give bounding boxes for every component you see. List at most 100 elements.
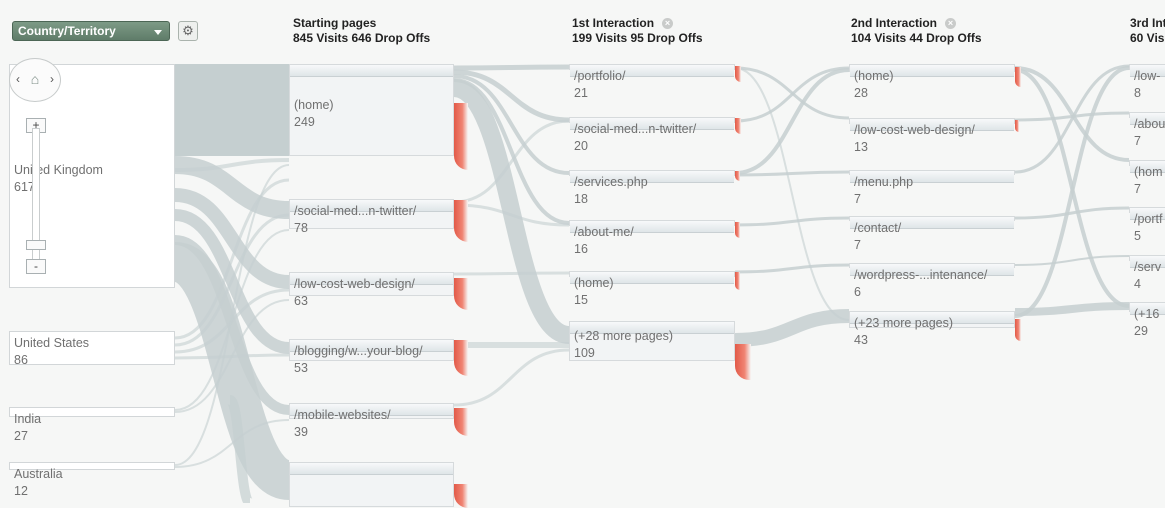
flow-ribbon	[734, 66, 850, 123]
node-starting-more-pages[interactable]	[289, 462, 454, 507]
node-label: /abou	[1134, 117, 1165, 131]
node-i3-about[interactable]: /abou 7	[1129, 112, 1165, 148]
node-count: 7	[854, 238, 861, 252]
flow-ribbon	[453, 348, 570, 407]
column-subtitle: 104 Visits 44 Drop Offs	[851, 31, 982, 45]
node-starting-social-media[interactable]: /social-med...n-twitter/78	[289, 199, 454, 235]
column-header-1st-interaction: 1st Interaction × 199 Visits 95 Drop Offs	[572, 16, 703, 46]
gear-icon[interactable]: ⚙	[178, 21, 198, 41]
node-i2-wordpress[interactable]: /wordpress-...intenance/6	[849, 263, 1015, 299]
node-count: 21	[574, 86, 588, 100]
flow-ribbon	[171, 242, 293, 500]
flow-ribbon	[453, 271, 570, 276]
node-i1-services[interactable]: /services.php 18	[569, 170, 735, 206]
pan-left-icon[interactable]: ‹	[16, 72, 20, 86]
flow-ribbon	[174, 213, 290, 347]
flow-ribbon	[1014, 66, 1130, 318]
node-i2-home[interactable]: (home) 28	[849, 64, 1015, 100]
dimension-node-united-states[interactable]: United States 86	[9, 331, 175, 367]
flow-ribbon	[1014, 255, 1130, 266]
flow-ribbon	[225, 395, 255, 503]
node-count: 8	[1134, 86, 1141, 100]
flow-ribbon	[174, 419, 290, 468]
pan-control: ‹ ⌂ ›	[9, 58, 61, 102]
node-count: 7	[1134, 182, 1141, 196]
node-i2-contact[interactable]: /contact/7	[849, 216, 1015, 252]
node-label: /mobile-websites/	[294, 408, 391, 422]
node-count: 16	[574, 242, 588, 256]
node-i1-about-me[interactable]: /about-me/16	[569, 220, 735, 256]
node-i3-home[interactable]: (hom 7	[1129, 160, 1165, 196]
dropoff-indicator[interactable]	[735, 171, 740, 181]
flow-ribbon	[174, 178, 290, 340]
node-i2-more-pages[interactable]: (+23 more pages) 43	[849, 311, 1015, 347]
dropoff-indicator[interactable]	[735, 118, 741, 134]
flow-ribbon	[174, 299, 290, 413]
node-label: /services.php	[574, 175, 648, 189]
flow-ribbon	[453, 119, 570, 204]
node-label: /blogging/w...your-blog/	[294, 344, 423, 358]
dropoff-indicator[interactable]	[454, 484, 468, 508]
flow-ribbon	[1014, 66, 1130, 162]
close-icon[interactable]: ×	[945, 18, 957, 29]
dropoff-indicator[interactable]	[454, 200, 468, 242]
dropoff-indicator[interactable]	[454, 340, 468, 376]
column-subtitle: 60 Visits	[1130, 31, 1165, 45]
dropoff-indicator[interactable]	[1015, 67, 1021, 87]
node-label: /low-cost-web-design/	[854, 123, 975, 137]
node-i1-home[interactable]: (home) 15	[569, 271, 735, 307]
dropoff-indicator[interactable]	[454, 103, 468, 170]
node-i3-portfolio[interactable]: /portf 5	[1129, 207, 1165, 243]
dimension-select[interactable]: Country/Territory	[12, 21, 170, 41]
node-starting-low-cost-web-design[interactable]: /low-cost-web-design/63	[289, 272, 454, 308]
column-header-starting-pages: Starting pages 845 Visits 646 Drop Offs	[293, 16, 430, 46]
node-count: 12	[14, 484, 28, 498]
dimension-select-label: Country/Territory	[18, 24, 116, 38]
node-i1-portfolio[interactable]: /portfolio/21	[569, 64, 735, 100]
dropoff-indicator[interactable]	[735, 222, 740, 238]
node-count: 5	[1134, 229, 1141, 243]
node-label: (home)	[574, 276, 614, 290]
node-starting-mobile-websites[interactable]: /mobile-websites/39	[289, 403, 454, 439]
dropoff-indicator[interactable]	[1015, 319, 1021, 341]
dropoff-indicator[interactable]	[1015, 120, 1019, 132]
dropoff-indicator[interactable]	[735, 344, 751, 380]
node-i1-more-pages[interactable]: (+28 more pages) 109	[569, 321, 735, 361]
node-label: (home)	[294, 98, 334, 112]
node-count: 53	[294, 361, 308, 375]
dropoff-indicator[interactable]	[735, 272, 740, 290]
node-i2-low-cost-web-design[interactable]: /low-cost-web-design/13	[849, 118, 1015, 154]
flow-ribbon	[453, 74, 570, 175]
node-count: 6	[854, 285, 861, 299]
node-i3-more-pages[interactable]: (+16 29	[1129, 302, 1165, 338]
column-title: 3rd Int	[1130, 16, 1165, 30]
node-count: 63	[294, 294, 308, 308]
node-starting-blogging[interactable]: /blogging/w...your-blog/53	[289, 339, 454, 375]
node-count: 43	[854, 333, 868, 347]
dropoff-indicator[interactable]	[735, 66, 741, 82]
node-i3-low-cost[interactable]: /low- 8	[1129, 64, 1165, 100]
node-count: 18	[574, 192, 588, 206]
node-label: (+16	[1134, 307, 1160, 321]
close-icon[interactable]: ×	[662, 18, 674, 29]
flow-ribbon	[1014, 302, 1130, 316]
node-count: 39	[294, 425, 308, 439]
pan-right-icon[interactable]: ›	[50, 72, 54, 86]
node-label: /social-med...n-twitter/	[294, 204, 417, 218]
flow-ribbon	[174, 158, 290, 172]
node-i3-services[interactable]: /serv 4	[1129, 255, 1165, 291]
dropoff-indicator[interactable]	[454, 278, 468, 310]
dropoff-indicator[interactable]	[454, 408, 468, 436]
node-label: (home)	[854, 69, 894, 83]
column-header-3rd-interaction: 3rd Int 60 Visits	[1130, 16, 1165, 46]
zoom-out-button[interactable]: -	[26, 259, 46, 274]
node-label: /portf	[1134, 212, 1163, 226]
home-icon[interactable]: ⌂	[30, 71, 40, 87]
node-starting-home[interactable]: (home) 249	[289, 64, 454, 156]
node-i2-menu[interactable]: /menu.php 7	[849, 170, 1015, 206]
node-label: United States	[14, 336, 90, 350]
zoom-slider-thumb[interactable]	[26, 240, 46, 250]
node-i1-social-media[interactable]: /social-med...n-twitter/20	[569, 117, 735, 153]
dimension-node-australia[interactable]: Australia 12	[9, 462, 175, 498]
dimension-node-india[interactable]: India 27	[9, 407, 175, 443]
